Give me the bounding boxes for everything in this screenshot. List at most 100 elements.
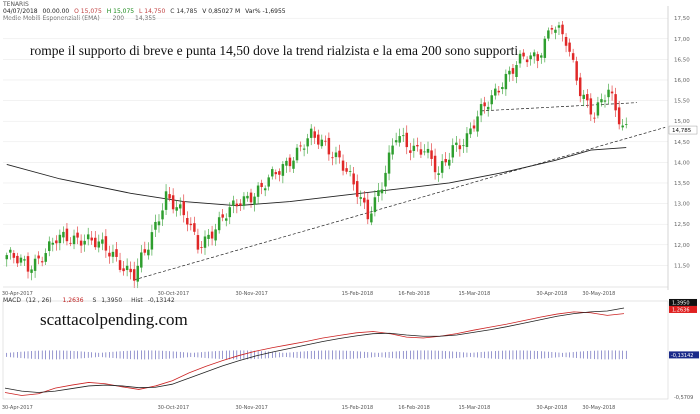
- candle-body: [479, 104, 483, 116]
- candle-body: [189, 223, 193, 226]
- candle-body: [263, 188, 267, 191]
- ohlc-readout: 04/07/2018 00.00.00 O 15,075 H 15,075 L …: [3, 8, 289, 15]
- candle-body: [437, 173, 440, 175]
- candle-body: [600, 99, 603, 103]
- candle-body: [543, 38, 547, 58]
- candle-body: [578, 77, 582, 97]
- candle-body: [40, 261, 44, 263]
- candle-body: [331, 157, 334, 159]
- candle-body: [30, 269, 33, 273]
- candle-body: [575, 61, 578, 81]
- candle-body: [196, 235, 200, 250]
- candle-body: [94, 237, 97, 248]
- price-axis: 11,50 12,00 12,50 13,00 13,50 14,00 14,50 15,00…: [667, 6, 690, 290]
- trendline: [481, 102, 637, 112]
- candle-body: [147, 249, 150, 256]
- candle-body: [547, 30, 550, 39]
- candle-body: [267, 177, 270, 187]
- price-x-tick-label: 30-Apr-2018: [536, 291, 567, 297]
- candle-body: [143, 249, 147, 253]
- hist-value: -0,13142: [147, 297, 175, 304]
- candle-body: [306, 138, 309, 147]
- candle-body: [228, 207, 232, 218]
- candle-body: [118, 260, 122, 270]
- candle-body: [302, 148, 306, 150]
- candle-body: [327, 137, 331, 155]
- candle-body: [384, 172, 387, 187]
- open-text: O 15,075: [74, 8, 102, 15]
- candle-body: [444, 159, 447, 163]
- price-x-tick-label: 30-Nov-2017: [235, 291, 267, 297]
- candle-body: [324, 140, 327, 142]
- signal-value-label: 1,3950: [672, 300, 690, 306]
- macd-name: MACD: [3, 297, 21, 304]
- price-tick-label: 15,00: [674, 119, 690, 125]
- price-tick-label: 17,50: [674, 16, 690, 22]
- candle-body: [278, 171, 281, 175]
- macd-x-tick-label: 30-Oct-2017: [158, 405, 189, 411]
- candle-body: [596, 102, 600, 116]
- candle-body: [568, 42, 571, 52]
- candle-body: [26, 256, 30, 272]
- candle-body: [203, 236, 207, 248]
- annotation-text: rompe il supporto di breve e punta 14,50…: [30, 43, 519, 58]
- candle-body: [334, 152, 338, 158]
- hist-value-label: -0,13142: [671, 353, 693, 359]
- candle-body: [16, 255, 19, 264]
- candle-body: [55, 240, 58, 244]
- high-text: H 15,075: [106, 8, 135, 15]
- candle-body: [207, 234, 210, 239]
- candle-body: [476, 116, 479, 132]
- candle-body: [19, 257, 23, 263]
- candle-body: [465, 133, 469, 147]
- candle-body: [455, 142, 458, 145]
- candle-body: [37, 255, 40, 259]
- candle-body: [171, 195, 175, 210]
- candle-body: [83, 240, 86, 245]
- candle-body: [65, 228, 69, 242]
- candle-body: [348, 171, 352, 172]
- last-price-tag: [668, 125, 698, 135]
- candle-body: [469, 128, 472, 135]
- candle-body: [281, 164, 285, 176]
- candle-body: [401, 135, 405, 137]
- candle-body: [518, 53, 522, 64]
- candle-body: [299, 145, 302, 147]
- candle-body: [111, 251, 115, 257]
- candle-body: [529, 55, 532, 60]
- price-tick-label: 13,50: [674, 181, 690, 187]
- signal-line: [4, 307, 625, 393]
- trendline-layer: [134, 102, 666, 281]
- symbol-label: TENARIS: [3, 1, 32, 8]
- candle-body: [366, 199, 370, 220]
- candle-body: [58, 234, 62, 244]
- candle-body: [532, 52, 536, 57]
- candle-body: [557, 25, 561, 28]
- candle-body: [12, 253, 16, 258]
- brand-watermark: scattacolpending.com: [40, 310, 188, 329]
- signal-label: S: [92, 297, 97, 304]
- candle-body: [79, 240, 83, 246]
- price-x-axis: 30-Apr-2017 30-Oct-2017 30-Nov-2017 15-Feb-…: [2, 286, 668, 297]
- macd-value-label: 1,2636: [672, 307, 690, 313]
- macd-layer: [4, 307, 627, 396]
- macd-line: [4, 311, 625, 396]
- candle-body: [483, 102, 486, 107]
- macd-x-tick-label: 30-Apr-2018: [536, 405, 567, 411]
- candle-body: [621, 125, 624, 128]
- candle-body: [33, 258, 37, 271]
- candle-body: [394, 140, 398, 143]
- candle-body: [458, 145, 462, 150]
- macd-bottom-tick: -0,5709: [674, 395, 693, 401]
- candle-body: [97, 241, 101, 248]
- macd-x-tick-label: 30-Nov-2017: [235, 405, 267, 411]
- candle-body: [253, 196, 256, 205]
- hist-label: Hist: [131, 297, 143, 304]
- candle-body: [363, 197, 366, 203]
- candle-body: [154, 221, 157, 230]
- candle-body: [522, 52, 525, 57]
- candle-body: [62, 231, 65, 238]
- trendline: [134, 127, 666, 281]
- candle-body: [426, 148, 430, 153]
- macd-frame: [2, 300, 669, 400]
